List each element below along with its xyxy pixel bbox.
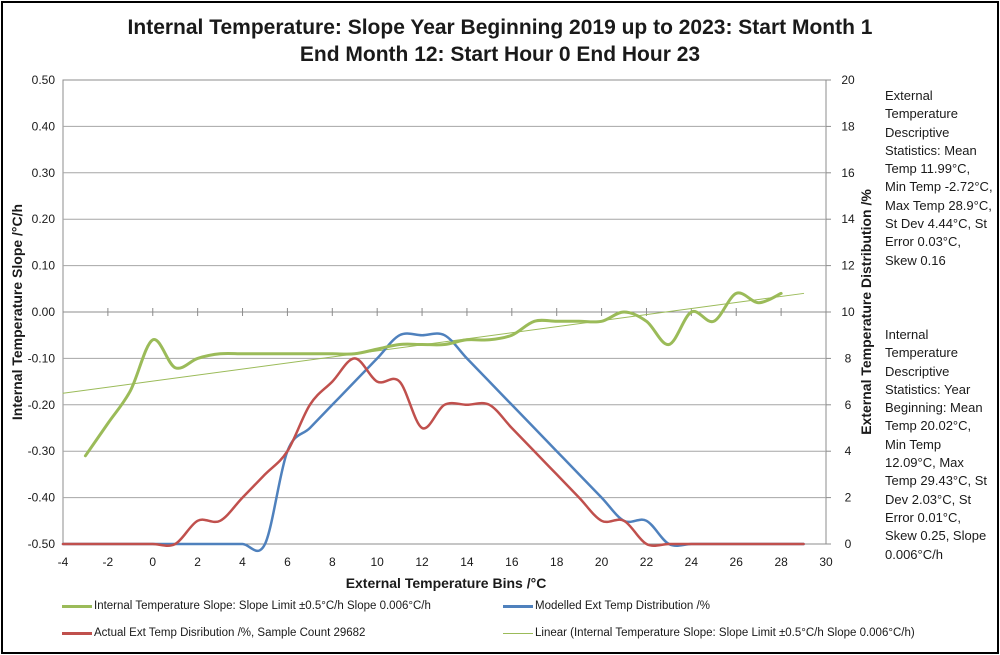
x-tick-label: 16 (505, 555, 519, 569)
x-tick-label: 30 (819, 555, 833, 569)
internal-temperature-stats-note: Internal Temperature Descriptive Statist… (885, 327, 988, 562)
y-left-tick-label: -0.50 (28, 537, 56, 551)
x-tick-label: 10 (370, 555, 384, 569)
external-temperature-stats-note: External Temperature Descriptive Statist… (885, 88, 993, 268)
y-left-tick-label: 0.20 (32, 212, 56, 226)
chart-title-line-1: Internal Temperature: Slope Year Beginni… (127, 16, 873, 39)
x-tick-label: -4 (58, 555, 69, 569)
y-right-tick-label: 8 (845, 351, 852, 365)
y-axis-right-label: External Temperature Distribution /% (858, 189, 874, 435)
x-tick-label: 4 (239, 555, 246, 569)
chart-title: Internal Temperature: Slope Year Beginni… (0, 14, 1000, 68)
series-line-modelled-distribution (61, 332, 805, 553)
x-tick-label: 22 (640, 555, 654, 569)
y-left-tick-label: 0.00 (32, 305, 56, 319)
x-tick-label: 2 (194, 555, 201, 569)
y-right-tick-label: 6 (845, 398, 852, 412)
y-right-tick-label: 12 (841, 259, 855, 273)
x-tick-label: 28 (774, 555, 788, 569)
y-right-tick-label: 20 (841, 73, 855, 87)
y-left-tick-label: 0.30 (32, 166, 56, 180)
y-right-tick-label: 4 (845, 444, 852, 458)
x-tick-label: -2 (103, 555, 114, 569)
y-left-tick-label: -0.30 (28, 444, 56, 458)
chart-title-line-2: End Month 12: Start Hour 0 End Hour 23 (299, 43, 701, 66)
x-tick-label: 18 (550, 555, 564, 569)
x-axis-label: External Temperature Bins /°C (346, 575, 547, 591)
y-left-tick-label: -0.40 (28, 491, 56, 505)
series-line-internal-slope (83, 291, 783, 458)
y-right-tick-label: 0 (845, 537, 852, 551)
y-left-tick-label: 0.50 (32, 73, 56, 87)
y-right-tick-label: 16 (841, 166, 855, 180)
series-layer (61, 291, 805, 553)
x-tick-label: 0 (149, 555, 156, 569)
y-right-tick-label: 14 (841, 212, 855, 226)
x-tick-label: 24 (685, 555, 699, 569)
axes: 0.50 0.40 0.30 0.20 0.10 0.00 -0.10 -0.20 -0.30 -… (28, 73, 855, 569)
y-right-tick-label: 2 (845, 491, 852, 505)
x-tick-label: 12 (415, 555, 429, 569)
x-tick-label: 14 (460, 555, 474, 569)
series-line-actual-distribution (61, 357, 805, 547)
x-tick-label: 26 (730, 555, 744, 569)
y-axis-left-label: Internal Temperature Slope /°C/h (9, 204, 25, 420)
x-tick-label: 8 (329, 555, 336, 569)
y-left-tick-label: -0.10 (28, 351, 56, 365)
y-left-tick-label: 0.40 (32, 119, 56, 133)
x-tick-label: 6 (284, 555, 291, 569)
y-right-tick-label: 18 (841, 119, 855, 133)
y-left-tick-label: 0.10 (32, 259, 56, 273)
y-left-tick-label: -0.20 (28, 398, 56, 412)
x-tick-label: 20 (595, 555, 609, 569)
y-right-tick-label: 10 (841, 305, 855, 319)
